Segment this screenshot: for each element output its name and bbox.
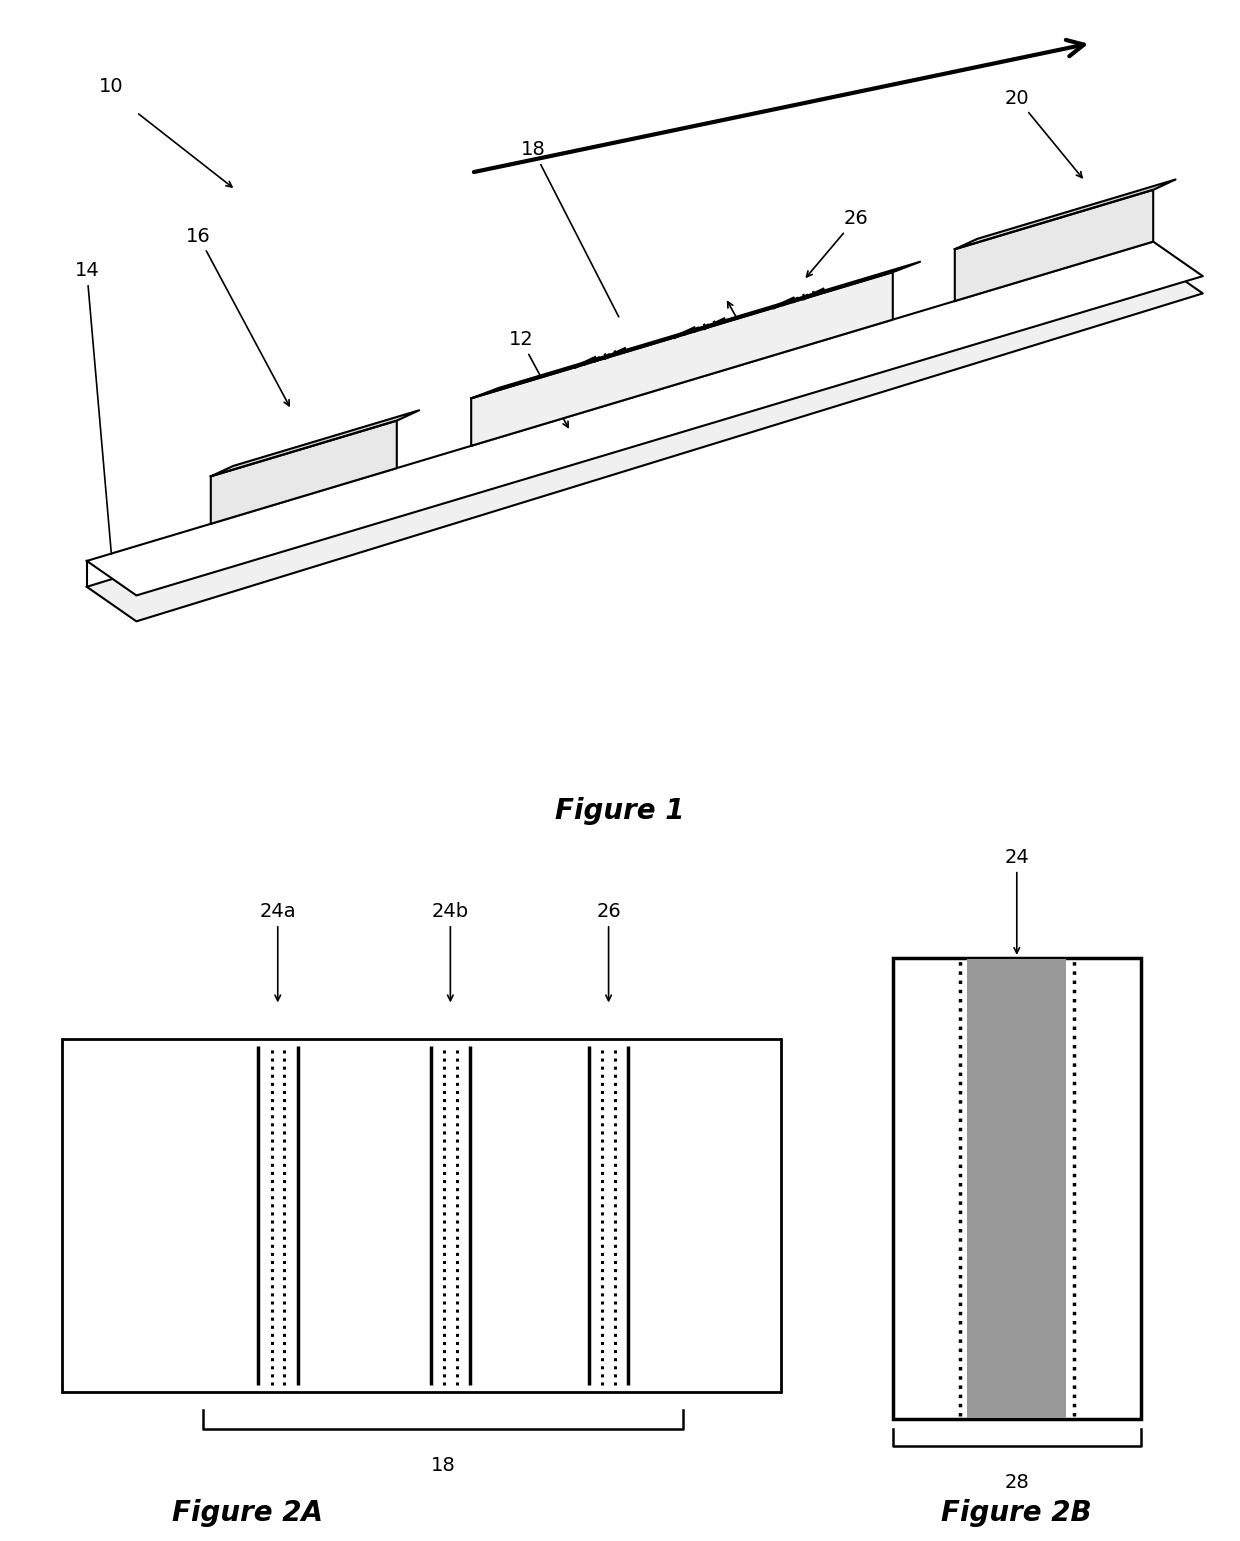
Text: 18: 18 <box>430 1456 455 1475</box>
Polygon shape <box>211 421 397 524</box>
Text: 28: 28 <box>1004 1473 1029 1492</box>
Text: 26: 26 <box>806 210 868 277</box>
Text: 26: 26 <box>596 901 621 1000</box>
Text: Figure 2B: Figure 2B <box>941 1499 1092 1527</box>
Polygon shape <box>471 262 920 399</box>
Text: 24a: 24a <box>259 901 296 1000</box>
Polygon shape <box>955 179 1176 250</box>
Text: 18: 18 <box>521 140 619 317</box>
Polygon shape <box>211 410 419 476</box>
Text: 10: 10 <box>99 77 124 96</box>
Polygon shape <box>87 242 1203 595</box>
Text: Figure 1: Figure 1 <box>556 797 684 824</box>
Polygon shape <box>87 259 1203 621</box>
Text: 12: 12 <box>508 330 568 427</box>
Text: 24b: 24b <box>432 901 469 1000</box>
Polygon shape <box>471 273 893 445</box>
Bar <box>62 1039 781 1392</box>
Text: 20: 20 <box>1004 88 1083 177</box>
Text: 24: 24 <box>1004 848 1029 954</box>
Bar <box>893 959 1141 1419</box>
Polygon shape <box>955 190 1153 300</box>
Text: 14: 14 <box>74 260 112 553</box>
Text: 24: 24 <box>728 302 756 341</box>
Bar <box>967 959 1066 1418</box>
Text: 16: 16 <box>186 227 289 405</box>
Text: Figure 2A: Figure 2A <box>172 1499 324 1527</box>
